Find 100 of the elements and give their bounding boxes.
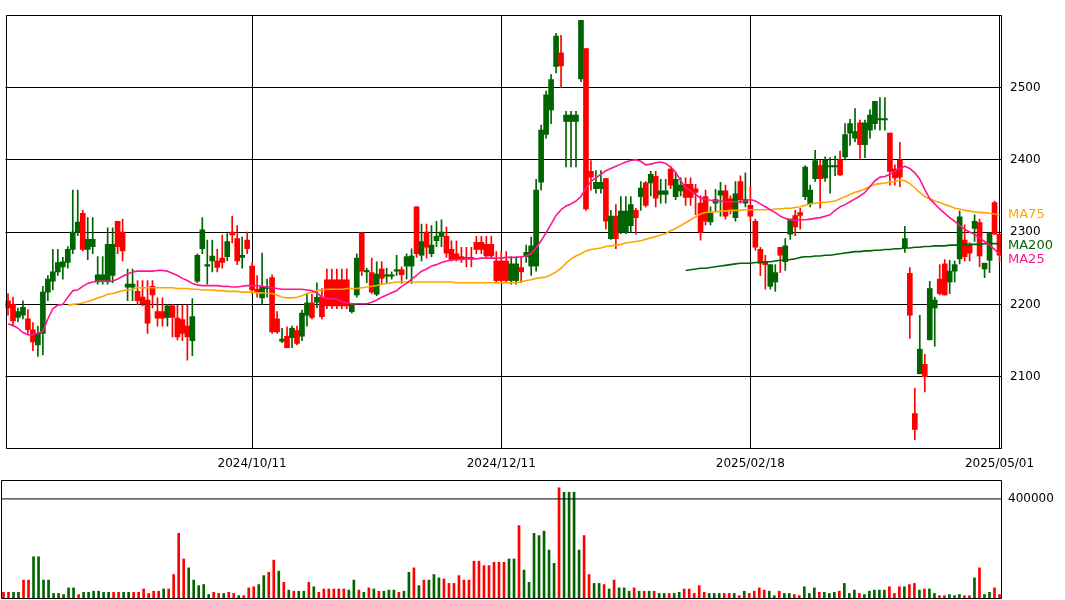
bar bbox=[177, 533, 181, 599]
bar bbox=[933, 593, 936, 599]
bar bbox=[772, 595, 776, 599]
bar bbox=[682, 588, 686, 599]
bar bbox=[142, 588, 145, 599]
bar bbox=[923, 588, 926, 599]
bar bbox=[227, 592, 231, 599]
y-tick-label: 2500 bbox=[1010, 79, 1041, 94]
bar bbox=[2, 592, 5, 599]
bar bbox=[913, 583, 916, 599]
bar bbox=[32, 556, 35, 599]
bar bbox=[802, 586, 806, 599]
bar bbox=[812, 587, 816, 599]
bar bbox=[77, 594, 80, 599]
bar bbox=[762, 589, 766, 599]
bar bbox=[232, 593, 236, 599]
bar bbox=[672, 593, 676, 599]
bar bbox=[237, 595, 241, 599]
bar bbox=[687, 588, 691, 599]
bar bbox=[42, 579, 45, 599]
bar bbox=[7, 592, 10, 599]
bar bbox=[317, 592, 321, 599]
bar bbox=[247, 587, 251, 599]
bar bbox=[717, 593, 721, 599]
bar bbox=[893, 593, 896, 599]
bar bbox=[712, 593, 716, 599]
x-tick-label: 2024/10/11 bbox=[217, 456, 287, 471]
bar bbox=[958, 594, 961, 599]
bar bbox=[222, 593, 226, 599]
bar bbox=[853, 589, 856, 599]
bar bbox=[82, 592, 85, 599]
bar bbox=[822, 592, 826, 599]
bar bbox=[863, 594, 866, 599]
bar bbox=[742, 590, 746, 599]
bar bbox=[727, 593, 731, 599]
bar bbox=[807, 593, 811, 599]
bar bbox=[828, 593, 831, 599]
bar bbox=[327, 588, 331, 599]
bar bbox=[993, 587, 996, 599]
series-label: MA75 bbox=[1008, 206, 1045, 222]
bar bbox=[307, 581, 311, 599]
y-tick-label: 2200 bbox=[1010, 296, 1041, 311]
bar bbox=[838, 590, 841, 599]
candlestick bbox=[279, 327, 285, 344]
bar bbox=[287, 589, 291, 599]
x-tick-label: 2025/05/01 bbox=[964, 456, 1035, 471]
bar bbox=[737, 595, 741, 599]
bar bbox=[747, 593, 751, 599]
bar bbox=[677, 592, 681, 599]
bar bbox=[322, 588, 326, 599]
bar bbox=[767, 590, 771, 599]
bar bbox=[67, 587, 70, 599]
bar bbox=[292, 590, 296, 599]
x-tick-label: 2025/02/18 bbox=[715, 456, 785, 471]
x-tick-label: 2024/12/11 bbox=[466, 456, 536, 471]
bar bbox=[722, 593, 726, 599]
bar bbox=[968, 595, 971, 599]
bar bbox=[848, 593, 851, 599]
bar bbox=[782, 593, 786, 599]
bar bbox=[62, 594, 65, 599]
bar bbox=[22, 579, 25, 599]
bar bbox=[252, 586, 256, 599]
series-label: MA200 bbox=[1008, 237, 1053, 253]
bar bbox=[157, 590, 160, 599]
bar bbox=[107, 592, 110, 599]
candlestick bbox=[363, 267, 370, 284]
bar bbox=[898, 586, 901, 599]
bar bbox=[282, 581, 286, 599]
bar bbox=[973, 577, 976, 599]
bar bbox=[262, 575, 266, 599]
bar bbox=[928, 588, 931, 599]
bar bbox=[132, 592, 135, 599]
bar bbox=[998, 594, 1001, 599]
bar bbox=[217, 593, 221, 599]
bar bbox=[873, 589, 876, 599]
bar bbox=[12, 592, 15, 599]
bar bbox=[147, 593, 150, 599]
bar bbox=[117, 592, 120, 599]
bar bbox=[242, 595, 246, 599]
bar bbox=[858, 593, 861, 599]
bar bbox=[277, 570, 281, 599]
bar bbox=[843, 583, 846, 599]
bar bbox=[868, 590, 871, 599]
bar bbox=[938, 595, 941, 599]
series-label: MA25 bbox=[1008, 251, 1045, 267]
bar bbox=[187, 567, 191, 599]
bar bbox=[707, 593, 711, 599]
bar bbox=[908, 584, 911, 599]
bar bbox=[152, 590, 155, 599]
bar bbox=[817, 592, 821, 599]
bar bbox=[37, 556, 40, 599]
bar bbox=[192, 579, 196, 599]
bar bbox=[172, 574, 175, 599]
bar bbox=[272, 559, 276, 599]
bar bbox=[312, 586, 316, 599]
bar bbox=[207, 594, 211, 599]
y-tick-label: 2100 bbox=[1010, 368, 1041, 383]
bar bbox=[943, 595, 946, 599]
bar bbox=[102, 592, 105, 599]
bar bbox=[878, 589, 881, 599]
